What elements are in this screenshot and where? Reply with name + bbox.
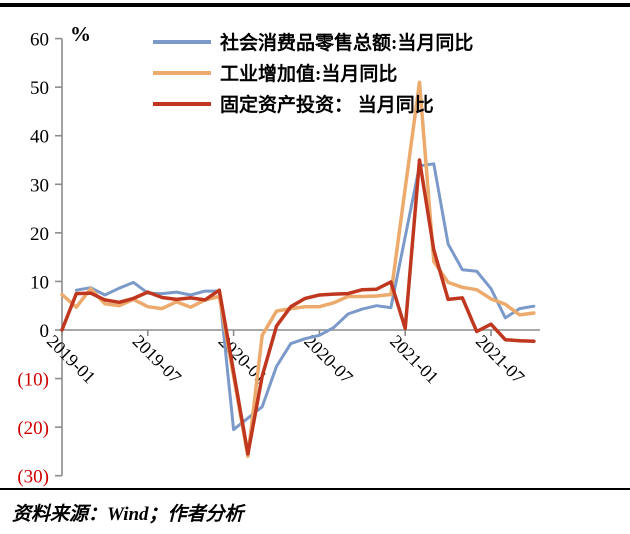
legend-label-fai: 固定资产投资： 当月同比 <box>220 95 434 116</box>
x-tick-label: 2021-01 <box>386 331 443 388</box>
y-tick-label: 20 <box>30 224 49 245</box>
y-tick-label: 60 <box>30 30 49 51</box>
y-axis-unit-label: % <box>70 22 91 46</box>
bottom-divider <box>0 488 630 490</box>
y-tick-label: (30) <box>17 467 49 488</box>
y-tick-label: (20) <box>17 418 49 439</box>
y-tick-label: (10) <box>17 370 49 391</box>
series-line-2 <box>60 158 536 456</box>
y-tick-label: 10 <box>30 272 49 293</box>
y-tick-label: 40 <box>30 127 49 148</box>
x-tick-label: 2020-07 <box>300 331 357 388</box>
legend-label-retail: 社会消费品零售总额:当月同比 <box>220 33 474 54</box>
source-note: 资料来源：Wind；作者分析 <box>12 504 244 525</box>
y-tick-label: 50 <box>30 78 49 99</box>
legend-label-industrial: 工业增加值:当月同比 <box>220 64 398 85</box>
y-tick-label: 30 <box>30 175 49 196</box>
legend-item-fai: 固定资产投资： 当月同比 <box>153 88 473 119</box>
x-tick-label: 2019-07 <box>129 331 186 388</box>
top-divider <box>0 3 630 7</box>
legend-line-swatch-retail <box>153 39 211 44</box>
legend-item-industrial: 工业增加值:当月同比 <box>153 57 473 88</box>
y-tick-label: 0 <box>40 321 50 342</box>
x-tick-label: 2019-01 <box>43 331 100 388</box>
chart-legend: 社会消费品零售总额:当月同比 工业增加值:当月同比 固定资产投资： 当月同比 <box>153 26 473 119</box>
series-line-1 <box>60 80 536 459</box>
legend-item-retail: 社会消费品零售总额:当月同比 <box>153 26 473 57</box>
legend-line-swatch-fai <box>153 101 211 106</box>
legend-line-swatch-industrial <box>153 70 211 75</box>
